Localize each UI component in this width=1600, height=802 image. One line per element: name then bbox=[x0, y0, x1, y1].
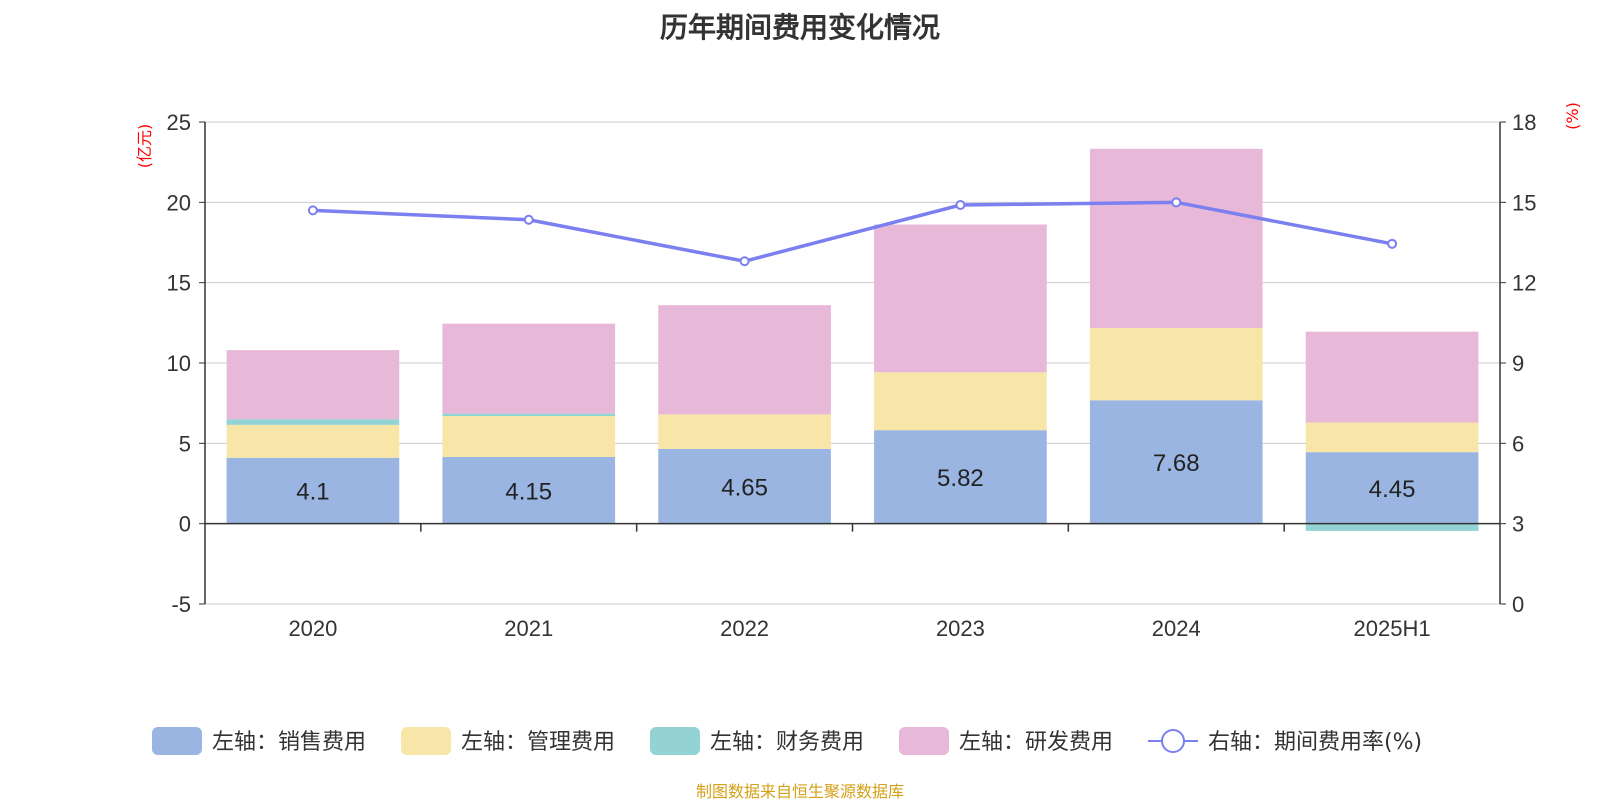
bar-segment bbox=[226, 424, 400, 458]
bar-segment bbox=[1305, 422, 1479, 453]
legend-item: 左轴：财务费用 bbox=[650, 727, 864, 755]
bar-stacks bbox=[226, 148, 1479, 531]
chart-title: 历年期间费用变化情况 bbox=[659, 12, 940, 43]
legend-item: 左轴：销售费用 bbox=[152, 727, 366, 755]
bar-value-label: 4.15 bbox=[505, 478, 552, 505]
rate-line-point bbox=[523, 214, 534, 225]
bar-value-label: 7.68 bbox=[1153, 450, 1200, 477]
bar-segment bbox=[1305, 452, 1479, 524]
bar-segment bbox=[442, 413, 616, 417]
bar-segment bbox=[1089, 327, 1263, 401]
rate-line-point bbox=[307, 205, 318, 216]
rate-line-point bbox=[1171, 197, 1182, 208]
right-axis-unit: (%) bbox=[1563, 102, 1582, 130]
right-tick-label: 15 bbox=[1512, 190, 1536, 215]
left-tick-label: 20 bbox=[167, 190, 191, 215]
legend-swatch bbox=[401, 727, 451, 755]
x-tick-label: 2021 bbox=[504, 616, 553, 641]
bar-segment bbox=[1305, 331, 1479, 423]
rate-line-point bbox=[955, 200, 966, 211]
legend-label: 左轴：财务费用 bbox=[710, 730, 864, 755]
bar-segment bbox=[874, 372, 1047, 431]
bar-value-label: 5.82 bbox=[937, 465, 984, 492]
bar-segment bbox=[658, 414, 831, 449]
legend-swatch bbox=[650, 727, 700, 755]
bar-value-label: 4.45 bbox=[1369, 476, 1416, 503]
legend-swatch bbox=[152, 727, 202, 755]
bar-value-label: 4.1 bbox=[296, 479, 329, 506]
x-tick-label: 2024 bbox=[1152, 616, 1201, 641]
x-tick-label: 2023 bbox=[936, 616, 985, 641]
bar-segment bbox=[874, 224, 1047, 373]
right-tick-label: 12 bbox=[1512, 271, 1536, 296]
legend-item: 左轴：管理费用 bbox=[401, 727, 615, 755]
right-tick-label: 6 bbox=[1512, 431, 1524, 456]
bar-segment bbox=[442, 323, 616, 414]
legend-label: 左轴：管理费用 bbox=[461, 730, 615, 755]
bar-segment bbox=[226, 350, 400, 420]
legend-label: 左轴：销售费用 bbox=[212, 730, 366, 755]
bar-segment bbox=[442, 456, 616, 524]
right-tick-label: 0 bbox=[1512, 592, 1524, 617]
x-tick-label: 2025H1 bbox=[1354, 616, 1431, 641]
bar-segment bbox=[442, 416, 616, 457]
legend-swatch bbox=[899, 727, 949, 755]
x-tick-label: 2020 bbox=[288, 616, 337, 641]
axes: -5 0 5 10 15 20 25 0 3 6 9 12 15 18 2020 2021 2022 2023 20… bbox=[135, 102, 1582, 641]
bar-value-label: 4.65 bbox=[721, 474, 768, 501]
right-tick-label: 18 bbox=[1512, 110, 1536, 135]
left-tick-label: 25 bbox=[167, 110, 191, 135]
legend-item: 左轴：研发费用 bbox=[899, 727, 1113, 755]
left-tick-label: 0 bbox=[179, 512, 191, 537]
grid-lines bbox=[205, 121, 1500, 605]
rate-line-path bbox=[312, 200, 1393, 264]
rate-line-point bbox=[739, 256, 750, 267]
left-tick-label: 5 bbox=[179, 431, 191, 456]
bar-segment bbox=[874, 430, 1047, 524]
legend-label: 左轴：研发费用 bbox=[959, 730, 1113, 755]
rate-line-point bbox=[1387, 238, 1398, 249]
bar-segment bbox=[1089, 148, 1263, 328]
right-tick-label: 3 bbox=[1512, 512, 1524, 537]
bar-segment bbox=[658, 448, 831, 524]
bar-segment bbox=[1089, 400, 1263, 524]
legend-marker bbox=[1161, 729, 1185, 753]
bar-segment bbox=[658, 305, 831, 415]
right-tick-label: 9 bbox=[1512, 351, 1524, 376]
left-tick-label: 10 bbox=[167, 351, 191, 376]
x-tick-label: 2022 bbox=[720, 616, 769, 641]
rate-line bbox=[307, 197, 1398, 267]
bar-segment bbox=[226, 419, 400, 425]
legend-item: 右轴：期间费用率(%) bbox=[1148, 729, 1422, 755]
legend: 左轴：销售费用 左轴：管理费用 左轴：财务费用 左轴：研发费用 右轴：期间费用率(%) bbox=[152, 727, 1422, 755]
source-note: 制图数据来自恒生聚源数据库 bbox=[695, 784, 904, 801]
left-tick-label: 15 bbox=[167, 271, 191, 296]
bar-segment bbox=[1305, 523, 1479, 531]
bar-segment bbox=[226, 457, 400, 524]
left-tick-label: -5 bbox=[171, 592, 191, 617]
left-axis-unit: (亿元) bbox=[135, 124, 154, 169]
data-labels: 4.1 4.15 4.65 5.82 7.68 4.45 bbox=[296, 450, 1415, 506]
legend-label: 右轴：期间费用率(%) bbox=[1208, 730, 1422, 755]
